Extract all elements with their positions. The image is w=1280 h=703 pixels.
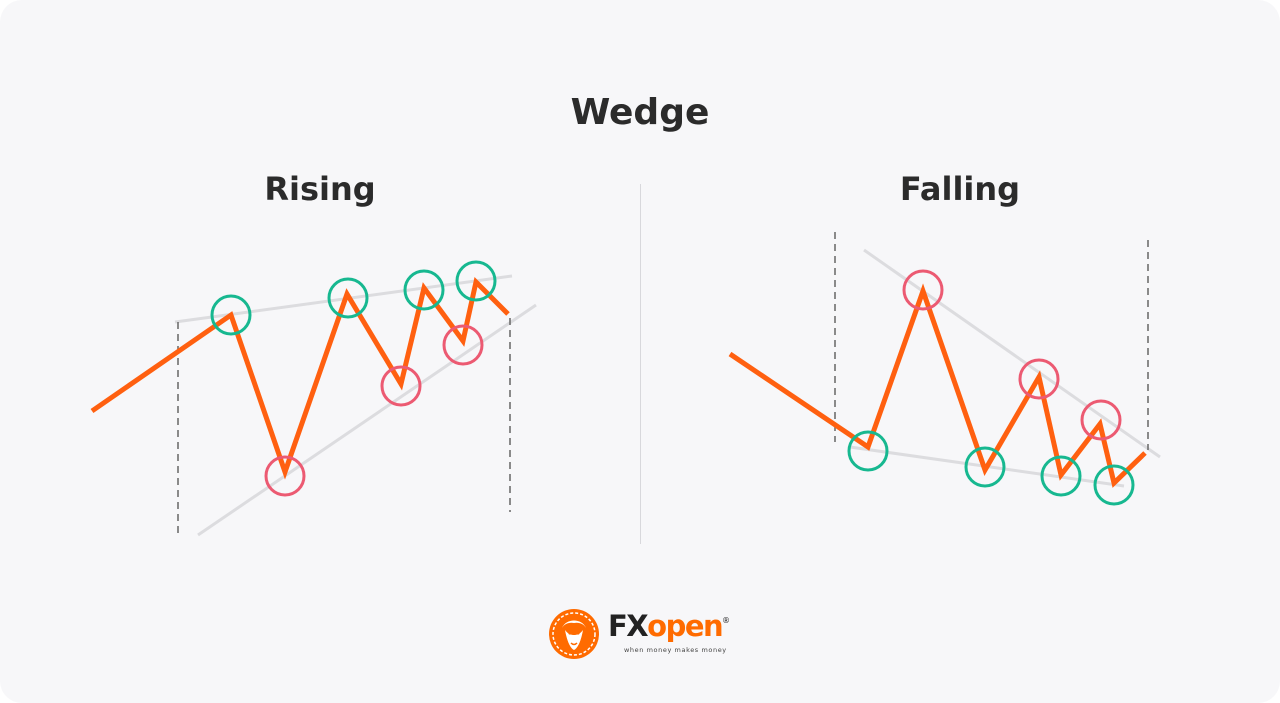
falling-wedge	[728, 232, 1161, 506]
fxopen-logo: FXopen ® when money makes money	[548, 606, 738, 664]
falling-price-line	[728, 283, 1147, 488]
registered-mark: ®	[722, 616, 730, 625]
rising-low-marker	[380, 365, 422, 407]
logo-fx-text: FX	[608, 609, 649, 643]
rising-low-marker	[264, 455, 306, 497]
rising-high-marker	[403, 269, 445, 311]
rising-wedge-label: Rising	[264, 170, 376, 208]
rising-lower-trend-line	[197, 303, 537, 537]
rising-low-marker	[442, 324, 484, 366]
falling-high-marker	[1080, 399, 1122, 441]
panel-divider	[640, 184, 641, 544]
falling-high-marker	[902, 269, 944, 311]
logo-tagline: when money makes money	[624, 646, 727, 654]
falling-low-marker	[847, 430, 889, 472]
logo-open-text: open	[647, 609, 724, 643]
diagram-title: Wedge	[570, 92, 710, 133]
falling-upper-trend-line	[863, 248, 1161, 459]
falling-wedge-label: Falling	[899, 170, 1021, 208]
bull-emblem-icon	[549, 609, 599, 659]
rising-price-line	[90, 277, 510, 480]
rising-high-marker	[210, 294, 252, 336]
rising-wedge	[90, 260, 537, 537]
rising-high-marker	[327, 277, 369, 319]
falling-high-marker	[1018, 358, 1060, 400]
falling-low-marker	[1093, 464, 1135, 506]
falling-low-marker	[964, 446, 1006, 488]
rising-high-marker	[455, 260, 497, 302]
falling-low-marker	[1040, 455, 1082, 497]
